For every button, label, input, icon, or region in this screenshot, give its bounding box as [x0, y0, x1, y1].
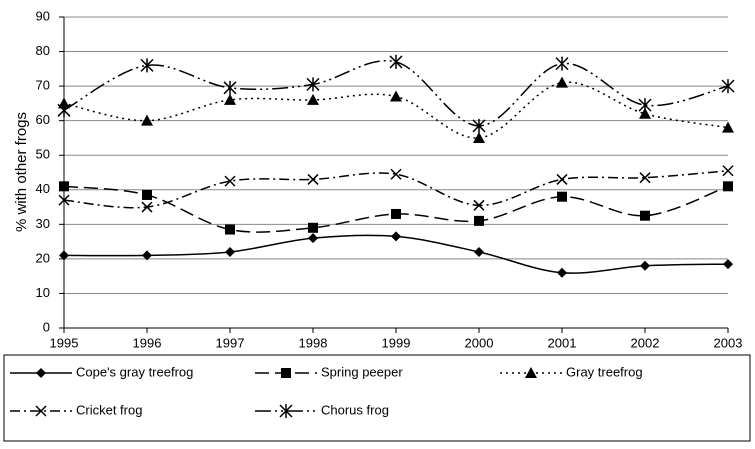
marker — [224, 93, 236, 105]
marker — [557, 267, 567, 278]
marker — [391, 208, 401, 219]
marker — [391, 231, 401, 242]
marker — [141, 201, 153, 213]
legend-label: Cricket frog — [76, 402, 142, 417]
marker — [556, 173, 568, 185]
legend-label: Gray treefrog — [566, 364, 643, 379]
y-tick-label: 0 — [43, 319, 50, 334]
y-tick-label: 60 — [36, 112, 50, 127]
marker — [225, 246, 235, 257]
marker — [58, 194, 70, 206]
marker — [35, 405, 47, 417]
marker — [58, 97, 70, 109]
legend-label: Cope's gray treefrog — [76, 364, 193, 379]
marker — [390, 168, 402, 180]
marker — [308, 233, 318, 244]
marker — [723, 259, 733, 270]
marker — [473, 131, 485, 143]
x-tick-label: 1999 — [382, 335, 411, 350]
y-tick-label: 50 — [36, 147, 50, 162]
marker — [223, 80, 237, 95]
legend-label: Chorus frog — [321, 402, 389, 417]
y-tick-label: 70 — [36, 78, 50, 93]
marker — [389, 54, 403, 69]
marker — [640, 260, 650, 271]
marker — [639, 107, 651, 119]
marker — [224, 175, 236, 187]
marker — [281, 368, 291, 378]
marker — [555, 56, 569, 71]
x-tick-label: 1998 — [299, 335, 328, 350]
y-tick-label: 30 — [36, 216, 50, 231]
marker — [225, 224, 235, 235]
marker — [140, 58, 154, 73]
legend-label: Spring peeper — [321, 364, 403, 379]
marker — [638, 98, 652, 113]
y-tick-label: 10 — [36, 285, 50, 300]
marker — [723, 181, 733, 192]
x-tick-label: 2003 — [714, 335, 743, 350]
marker — [59, 181, 69, 192]
marker — [141, 114, 153, 126]
marker — [279, 404, 293, 418]
marker — [473, 199, 485, 211]
legend-box — [3, 354, 751, 442]
marker — [556, 76, 568, 88]
x-tick-label: 1997 — [216, 335, 245, 350]
y-tick-label: 40 — [36, 181, 50, 196]
marker — [721, 79, 735, 94]
marker — [307, 173, 319, 185]
series-line — [63, 60, 729, 127]
series-line — [63, 170, 729, 209]
marker — [306, 77, 320, 92]
y-tick-label: 90 — [36, 8, 50, 23]
marker — [308, 222, 318, 233]
marker — [722, 165, 734, 177]
marker — [142, 250, 152, 261]
marker — [474, 215, 484, 226]
x-tick-label: 2002 — [631, 335, 660, 350]
x-tick-label: 2001 — [548, 335, 577, 350]
y-axis-label: % with other frogs — [13, 112, 30, 232]
x-tick-label: 1995 — [50, 335, 79, 350]
marker — [57, 103, 71, 118]
marker — [474, 246, 484, 257]
x-tick-label: 2000 — [465, 335, 494, 350]
marker — [525, 367, 537, 378]
y-tick-label: 80 — [36, 43, 50, 58]
marker — [36, 368, 46, 378]
marker — [557, 191, 567, 202]
marker — [59, 250, 69, 261]
marker — [307, 93, 319, 105]
marker — [640, 210, 650, 221]
x-tick-label: 1996 — [133, 335, 162, 350]
marker — [142, 189, 152, 200]
marker — [639, 172, 651, 184]
marker — [472, 118, 486, 133]
marker — [722, 121, 734, 133]
marker — [390, 90, 402, 102]
y-tick-label: 20 — [36, 250, 50, 265]
